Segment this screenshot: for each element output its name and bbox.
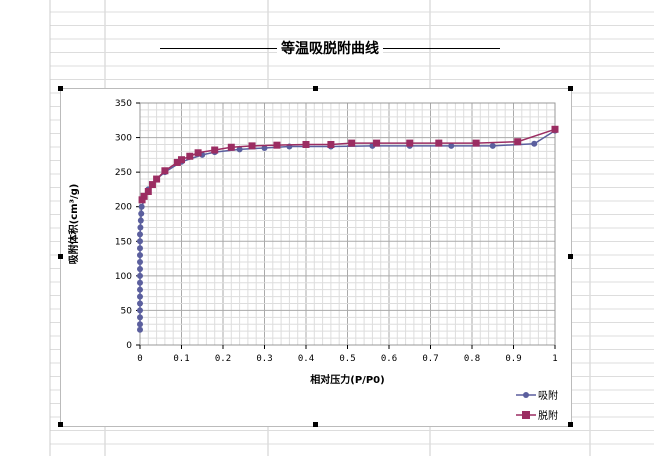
y-tick-label: 100 — [115, 272, 132, 282]
x-tick-label: 0.9 — [505, 354, 521, 364]
x-tick-label: 0.6 — [381, 354, 397, 364]
resize-handle[interactable] — [568, 86, 573, 91]
y-tick-label: 200 — [115, 203, 132, 213]
resize-handle[interactable] — [58, 422, 63, 427]
x-tick-label: 0.7 — [422, 354, 438, 364]
data-point — [148, 181, 156, 189]
y-tick-label: 250 — [115, 168, 132, 178]
data-point — [137, 224, 144, 231]
y-tick-label: 150 — [115, 237, 132, 247]
data-point — [137, 217, 144, 224]
x-axis-label: 相对压力(P/P0) — [310, 373, 384, 386]
x-tick-label: 0.2 — [215, 354, 231, 364]
data-point — [551, 125, 559, 133]
data-point — [137, 245, 143, 252]
data-point — [137, 314, 143, 321]
data-point — [211, 146, 219, 154]
data-point — [173, 158, 181, 166]
data-point — [144, 188, 152, 196]
data-point — [248, 142, 256, 150]
x-tick-label: 1 — [552, 354, 557, 364]
chart-title-text: 等温吸脱附曲线 — [277, 41, 383, 57]
x-tick-label: 0.3 — [256, 354, 272, 364]
legend-label: 脱附 — [538, 409, 558, 422]
data-point — [137, 300, 143, 307]
x-tick-label: 0.5 — [339, 354, 355, 364]
data-point — [435, 139, 443, 147]
data-point — [137, 293, 143, 300]
y-tick-label: 50 — [121, 306, 133, 316]
resize-handle[interactable] — [568, 422, 573, 427]
data-point — [194, 149, 202, 157]
plot: 0 0.1 0.2 0.3 0.4 0.5 0.6 0.7 0.8 0.9 1 0 50 100 150 20… — [67, 99, 559, 422]
data-point — [137, 265, 143, 272]
data-point — [273, 141, 281, 149]
data-point — [137, 279, 143, 286]
resize-handle[interactable] — [313, 86, 318, 91]
data-point — [137, 231, 143, 238]
data-point — [531, 140, 538, 147]
data-point — [137, 259, 143, 266]
x-tick-label: 0.8 — [464, 354, 480, 364]
data-point — [236, 146, 243, 153]
data-point — [448, 142, 455, 149]
y-axis-label: 吸附体积(cm³/g) — [67, 184, 80, 265]
data-point — [137, 326, 143, 333]
x-tick-label: 0.1 — [173, 354, 189, 364]
data-point — [302, 140, 310, 148]
data-point — [327, 140, 335, 148]
resize-handle[interactable] — [313, 422, 318, 427]
resize-handle[interactable] — [58, 254, 63, 259]
data-point — [137, 272, 143, 279]
data-point — [261, 144, 268, 151]
data-point — [138, 203, 145, 210]
legend-marker — [522, 411, 530, 419]
data-point — [138, 210, 145, 217]
x-tick-label: 0 — [137, 354, 142, 364]
data-point — [373, 139, 381, 147]
data-point — [186, 152, 194, 160]
data-point — [137, 252, 143, 259]
chart-area[interactable]: 0 0.1 0.2 0.3 0.4 0.5 0.6 0.7 0.8 0.9 1 0 50 100 150 20… — [58, 86, 573, 427]
data-point — [137, 286, 143, 293]
data-point — [227, 143, 235, 151]
resize-handle[interactable] — [568, 254, 573, 259]
data-point — [489, 142, 496, 149]
legend-label: 吸附 — [538, 389, 558, 402]
legend-marker — [523, 392, 529, 398]
data-point — [514, 138, 522, 146]
resize-handle[interactable] — [58, 86, 63, 91]
data-point — [472, 139, 480, 147]
data-point — [406, 139, 414, 147]
y-tick-label: 0 — [126, 341, 132, 351]
x-tick-label: 0.4 — [298, 354, 314, 364]
data-point — [153, 175, 161, 183]
data-point — [137, 238, 143, 245]
y-tick-label: 350 — [115, 99, 132, 109]
data-point — [137, 307, 143, 314]
data-point — [138, 196, 146, 204]
data-point — [137, 321, 143, 328]
data-point — [178, 156, 185, 164]
chart-title: 等温吸脱附曲线 — [160, 38, 500, 58]
data-point — [348, 139, 356, 147]
y-tick-label: 300 — [115, 134, 132, 144]
data-point — [161, 167, 169, 175]
